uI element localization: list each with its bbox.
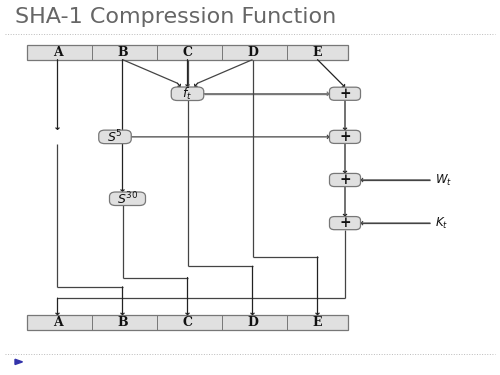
FancyBboxPatch shape	[99, 130, 132, 144]
Text: SHA-1 Compression Function: SHA-1 Compression Function	[15, 7, 336, 27]
Text: A: A	[52, 46, 62, 59]
Text: $f_t$: $f_t$	[182, 86, 192, 102]
FancyBboxPatch shape	[171, 87, 204, 100]
FancyBboxPatch shape	[330, 87, 360, 100]
Text: B: B	[117, 316, 128, 329]
Text: B: B	[117, 46, 128, 59]
FancyBboxPatch shape	[330, 173, 360, 187]
FancyBboxPatch shape	[330, 217, 360, 229]
FancyBboxPatch shape	[330, 130, 360, 144]
Text: C: C	[182, 46, 192, 59]
Text: +: +	[339, 173, 351, 187]
Text: +: +	[339, 130, 351, 144]
Text: $S^5$: $S^5$	[107, 129, 123, 145]
Text: +: +	[339, 216, 351, 230]
FancyBboxPatch shape	[27, 315, 348, 330]
Text: $W_t$: $W_t$	[435, 172, 452, 188]
Text: $K_t$: $K_t$	[435, 216, 448, 231]
Text: A: A	[52, 316, 62, 329]
FancyBboxPatch shape	[110, 192, 146, 206]
Text: C: C	[182, 316, 192, 329]
Text: D: D	[247, 316, 258, 329]
Text: E: E	[313, 316, 322, 329]
Text: $S^{30}$: $S^{30}$	[117, 190, 138, 207]
Text: D: D	[247, 46, 258, 59]
Text: E: E	[313, 46, 322, 59]
FancyBboxPatch shape	[27, 45, 348, 60]
Text: +: +	[339, 87, 351, 101]
Polygon shape	[15, 359, 22, 364]
